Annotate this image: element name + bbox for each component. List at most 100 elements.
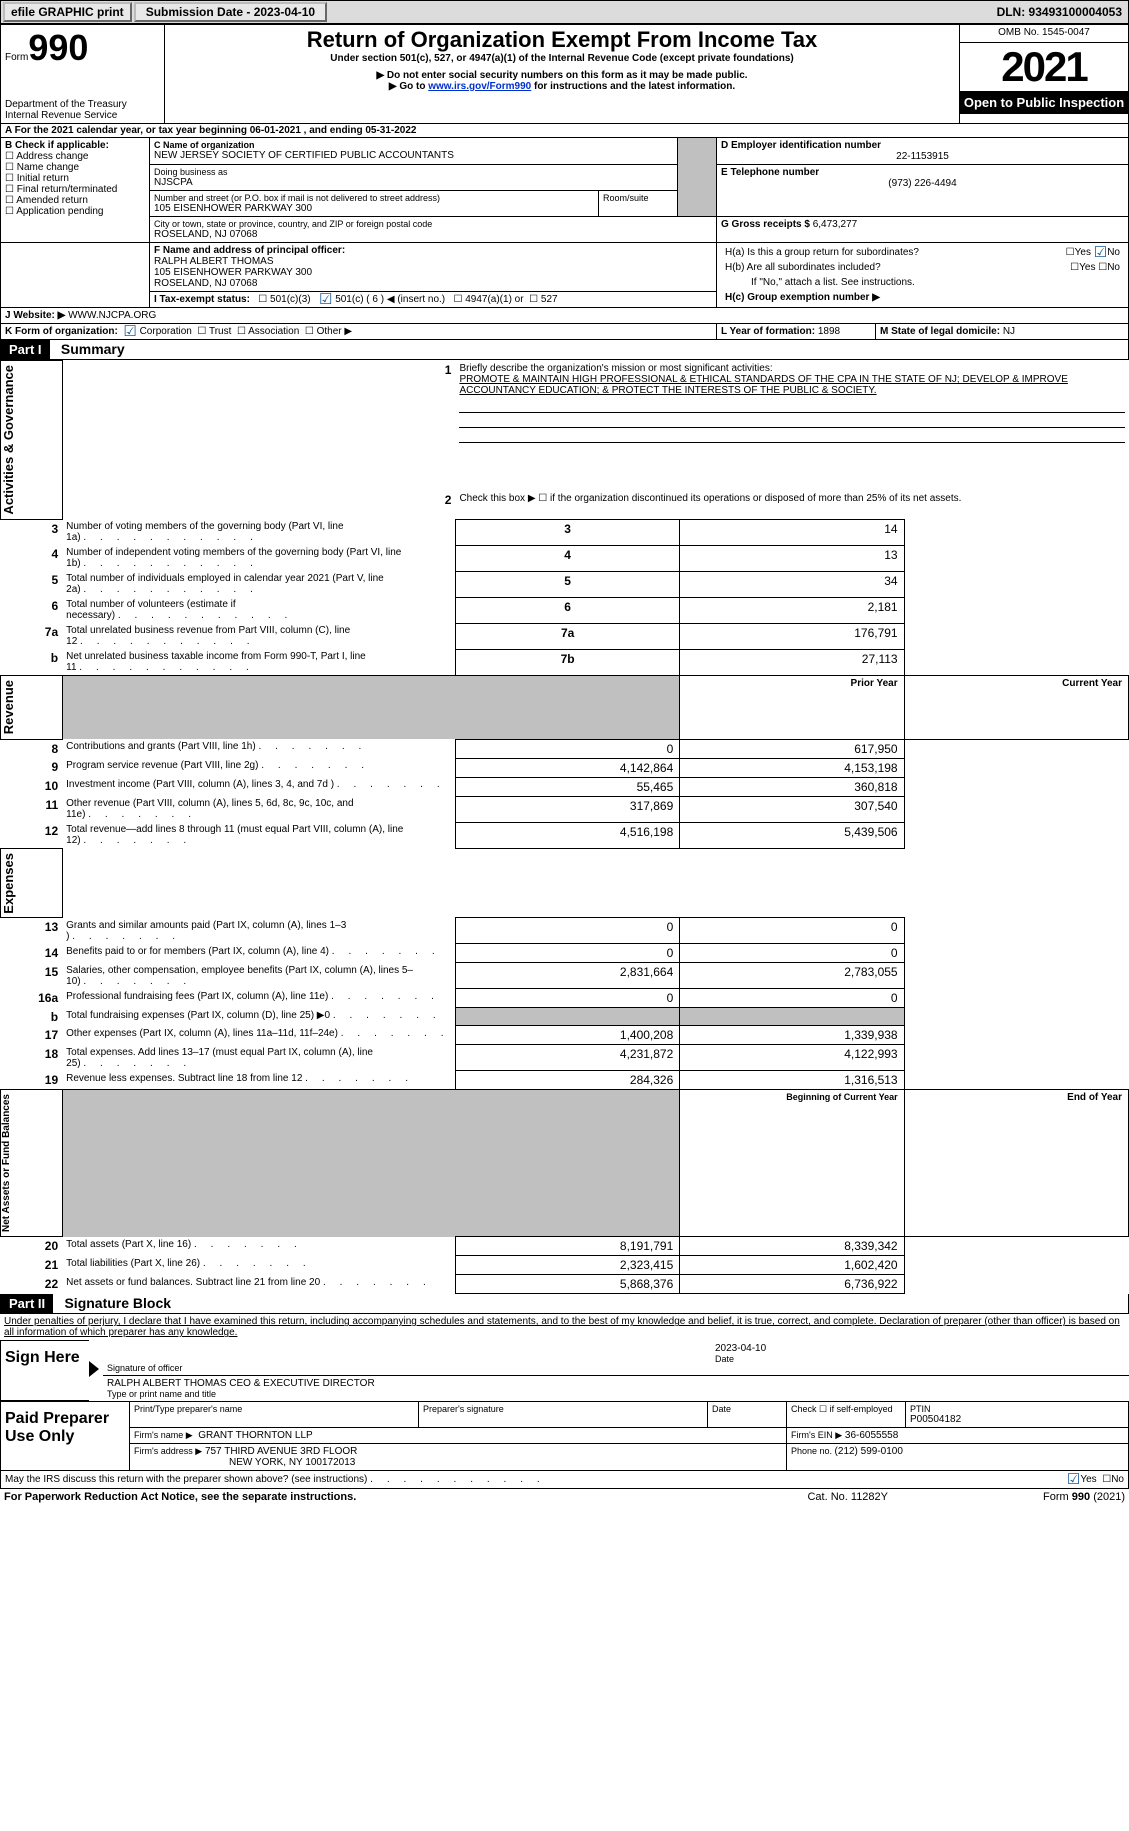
irs-label: Internal Revenue Service xyxy=(5,110,160,121)
checkbox-initial-return[interactable]: ☐ Initial return xyxy=(5,173,145,184)
officer-addr2: ROSELAND, NJ 07068 xyxy=(154,278,712,289)
checkbox-final-return-terminated[interactable]: ☐ Final return/terminated xyxy=(5,184,145,195)
box-c-name-label: C Name of organization xyxy=(154,140,673,150)
sign-here-label: Sign Here xyxy=(1,1341,90,1401)
summary-row-12: 12Total revenue—add lines 8 through 11 (… xyxy=(1,822,1129,848)
firm-ein: 36-6055558 xyxy=(845,1430,898,1441)
boy-header: Beginning of Current Year xyxy=(680,1090,904,1237)
h-b-note: If "No," attach a list. See instructions… xyxy=(721,275,1124,290)
summary-row-14: 14Benefits paid to or for members (Part … xyxy=(1,944,1129,963)
room-label: Room/suite xyxy=(603,193,673,203)
part1-table: Activities & Governance 1 Briefly descri… xyxy=(0,360,1129,1294)
efile-print-button[interactable]: efile GRAPHIC print xyxy=(3,2,132,22)
eoy-header: End of Year xyxy=(904,1090,1128,1237)
paid-preparer-section: Paid Preparer Use Only Print/Type prepar… xyxy=(0,1401,1129,1471)
irs-link[interactable]: www.irs.gov/Form990 xyxy=(428,81,531,92)
date-label: Date xyxy=(715,1354,1125,1364)
form-subtitle: Under section 501(c), 527, or 4947(a)(1)… xyxy=(169,53,955,64)
box-d-label: D Employer identification number xyxy=(721,140,1124,151)
checkbox-amended-return[interactable]: ☐ Amended return xyxy=(5,195,145,206)
form-word: Form xyxy=(5,52,28,63)
summary-row-16a: 16aProfessional fundraising fees (Part I… xyxy=(1,989,1129,1008)
checkbox-application-pending[interactable]: ☐ Application pending xyxy=(5,206,145,217)
summary-row-5: 5Total number of individuals employed in… xyxy=(1,571,1129,597)
summary-row-3: 3Number of voting members of the governi… xyxy=(1,519,1129,545)
box-g-label: G Gross receipts $ xyxy=(721,219,810,230)
part2-header: Part II xyxy=(1,1294,53,1313)
prep-sig-label: Preparer's signature xyxy=(419,1402,708,1428)
ptin-value: P00504182 xyxy=(910,1414,1124,1425)
officer-name: RALPH ALBERT THOMAS xyxy=(154,256,712,267)
prior-year-header: Prior Year xyxy=(680,676,904,739)
grey-spacer xyxy=(678,138,717,217)
note-ssn: ▶ Do not enter social security numbers o… xyxy=(169,70,955,81)
firm-addr1: 757 THIRD AVENUE 3RD FLOOR xyxy=(205,1446,357,1457)
summary-row-6: 6Total number of volunteers (estimate if… xyxy=(1,597,1129,623)
side-label-revenue: Revenue xyxy=(1,676,23,738)
h-b-label: H(b) Are all subordinates included? xyxy=(721,260,1026,275)
pra-notice: For Paperwork Reduction Act Notice, see … xyxy=(0,1489,755,1505)
side-label-expenses: Expenses xyxy=(1,849,23,918)
summary-row-21: 21Total liabilities (Part X, line 26)2,3… xyxy=(1,1256,1129,1275)
sign-here-section: Sign Here Signature of officer 2023-04-1… xyxy=(0,1340,1129,1401)
summary-row-9: 9Program service revenue (Part VIII, lin… xyxy=(1,758,1129,777)
l1-label: Briefly describe the organization's miss… xyxy=(459,363,772,374)
year-formation: 1898 xyxy=(818,326,840,337)
prep-date-label: Date xyxy=(708,1402,787,1428)
sig-officer-label: Signature of officer xyxy=(107,1363,707,1373)
firm-name: GRANT THORNTON LLP xyxy=(198,1430,312,1441)
form-title: Return of Organization Exempt From Incom… xyxy=(169,27,955,53)
tax-year: 2021 xyxy=(960,43,1128,91)
summary-row-19: 19Revenue less expenses. Subtract line 1… xyxy=(1,1071,1129,1090)
summary-row-13: 13Grants and similar amounts paid (Part … xyxy=(1,918,1129,944)
top-bar: efile GRAPHIC print Submission Date - 20… xyxy=(0,0,1129,24)
box-j-label: J Website: ▶ xyxy=(5,310,65,321)
dba-label: Doing business as xyxy=(154,167,673,177)
dba-value: NJSCPA xyxy=(154,177,673,188)
telephone-value: (973) 226-4494 xyxy=(721,178,1124,189)
firm-addr2: NEW YORK, NY 100172013 xyxy=(134,1457,355,1468)
form-footer: Form 990 (2021) xyxy=(940,1489,1129,1505)
street-label: Number and street (or P.O. box if mail i… xyxy=(154,193,594,203)
summary-row-15: 15Salaries, other compensation, employee… xyxy=(1,963,1129,989)
l2-text: Check this box ▶ ☐ if the organization d… xyxy=(455,491,1128,519)
box-k-label: K Form of organization: xyxy=(5,326,118,337)
sig-date: 2023-04-10 xyxy=(715,1343,1125,1354)
form-header: Form990 Department of the Treasury Inter… xyxy=(0,24,1129,124)
open-to-public: Open to Public Inspection xyxy=(960,91,1128,114)
submission-date-label: Submission Date - 2023-04-10 xyxy=(134,2,327,22)
dln-label: DLN: 93493100004053 xyxy=(997,5,1122,19)
city-value: ROSELAND, NJ 07068 xyxy=(154,229,712,240)
side-label-ag: Activities & Governance xyxy=(1,361,23,519)
checkbox-name-change[interactable]: ☐ Name change xyxy=(5,162,145,173)
summary-row-8: 8Contributions and grants (Part VIII, li… xyxy=(1,739,1129,758)
summary-row-22: 22Net assets or fund balances. Subtract … xyxy=(1,1275,1129,1294)
summary-row-4: 4Number of independent voting members of… xyxy=(1,545,1129,571)
prep-name-label: Print/Type preparer's name xyxy=(130,1402,419,1428)
mission-text: PROMOTE & MAINTAIN HIGH PROFESSIONAL & E… xyxy=(459,374,1067,396)
may-irs-discuss: May the IRS discuss this return with the… xyxy=(0,1471,1129,1489)
city-label: City or town, state or province, country… xyxy=(154,219,712,229)
org-name: NEW JERSEY SOCIETY OF CERTIFIED PUBLIC A… xyxy=(154,150,673,161)
box-e-label: E Telephone number xyxy=(721,167,1124,178)
note-goto: ▶ Go to www.irs.gov/Form990 for instruct… xyxy=(169,81,955,92)
officer-addr1: 105 EISENHOWER PARKWAY 300 xyxy=(154,267,712,278)
summary-row-11: 11Other revenue (Part VIII, column (A), … xyxy=(1,796,1129,822)
website-value: WWW.NJCPA.ORG xyxy=(68,310,156,321)
current-year-header: Current Year xyxy=(904,676,1128,739)
summary-row-7b: bNet unrelated business taxable income f… xyxy=(1,649,1129,676)
part2-title: Signature Block xyxy=(56,1295,171,1311)
officer-printed-name: RALPH ALBERT THOMAS CEO & EXECUTIVE DIRE… xyxy=(107,1378,1125,1389)
h-a-label: H(a) Is this a group return for subordin… xyxy=(721,245,1026,260)
checkbox-address-change[interactable]: ☐ Address change xyxy=(5,151,145,162)
summary-row-10: 10Investment income (Part VIII, column (… xyxy=(1,777,1129,796)
entity-info: B Check if applicable: ☐ Address change☐… xyxy=(0,137,1129,340)
cat-number: Cat. No. 11282Y xyxy=(755,1489,940,1505)
side-label-netassets: Net Assets or Fund Balances xyxy=(1,1090,23,1236)
box-i-label: I Tax-exempt status: xyxy=(154,294,250,305)
perjury-declaration: Under penalties of perjury, I declare th… xyxy=(0,1314,1129,1340)
check-self-employed: Check ☐ if self-employed xyxy=(787,1402,906,1428)
street-value: 105 EISENHOWER PARKWAY 300 xyxy=(154,203,594,214)
period-line: A For the 2021 calendar year, or tax yea… xyxy=(0,124,1129,137)
dept-treasury: Department of the Treasury xyxy=(5,99,160,110)
